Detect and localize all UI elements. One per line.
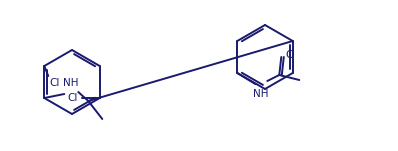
Text: Cl: Cl xyxy=(49,78,60,88)
Text: NH: NH xyxy=(62,78,78,88)
Text: NH: NH xyxy=(253,89,268,99)
Text: O: O xyxy=(285,50,294,60)
Text: Cl: Cl xyxy=(67,93,78,103)
